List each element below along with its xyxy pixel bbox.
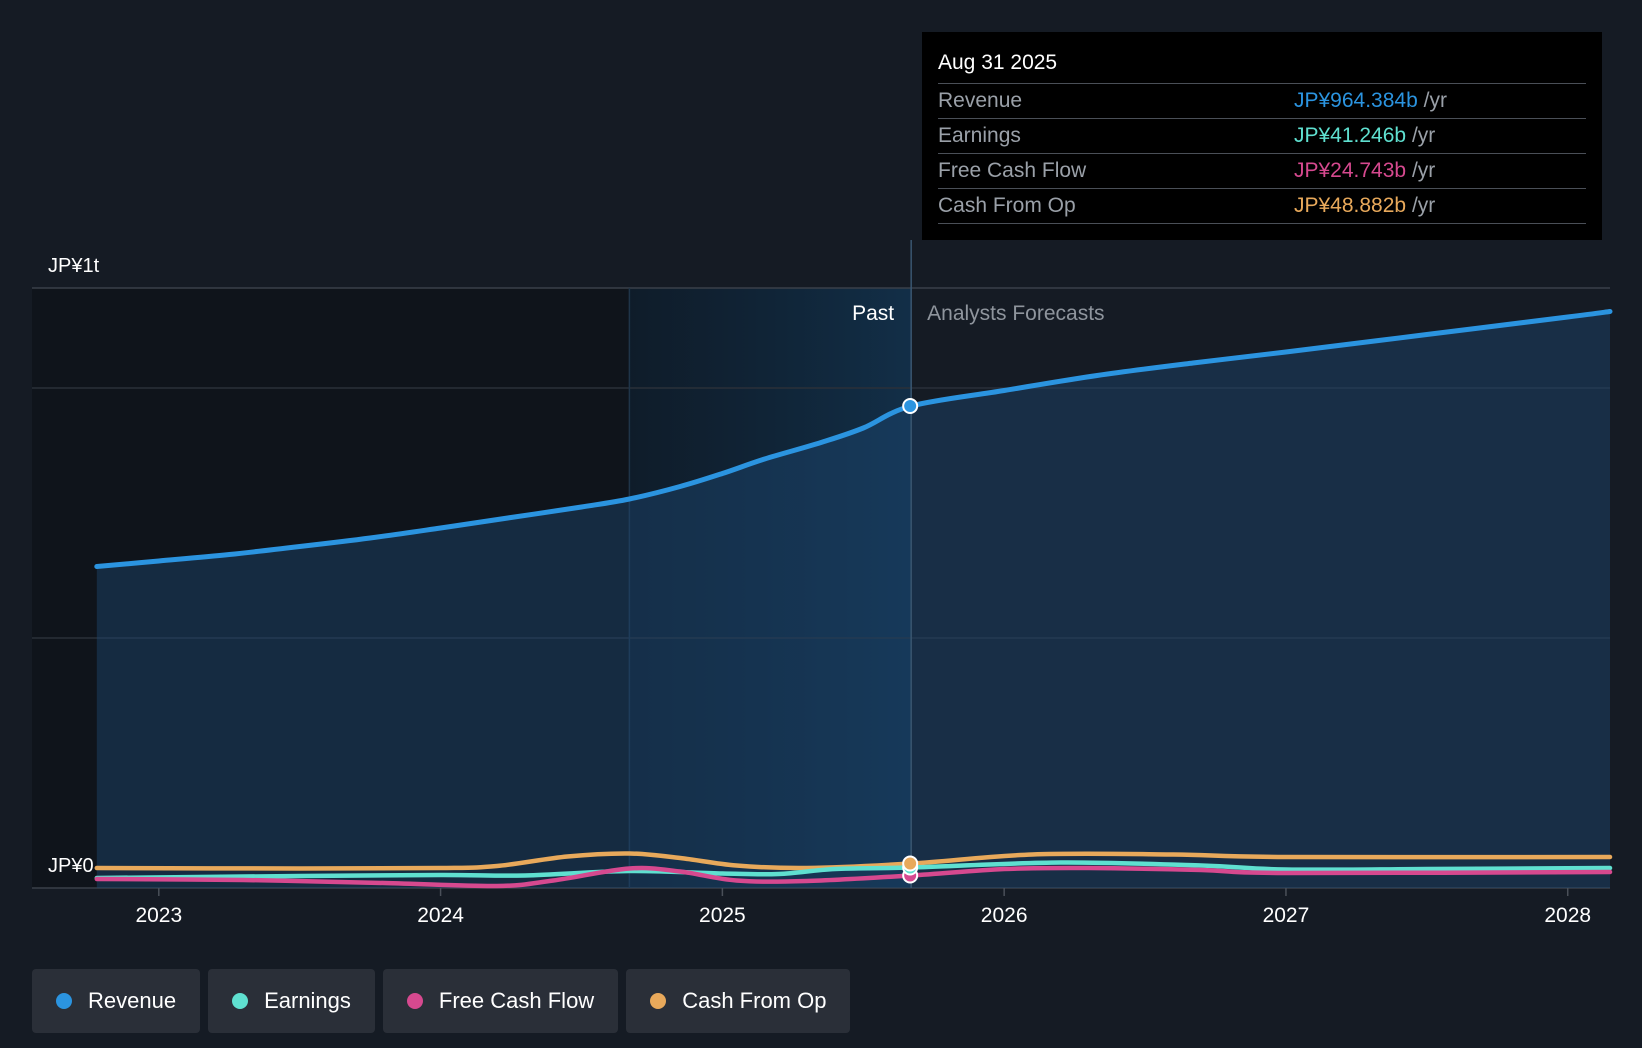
- legend: Revenue Earnings Free Cash Flow Cash Fro…: [32, 969, 851, 1033]
- tooltip-label: Free Cash Flow: [938, 159, 1087, 182]
- tooltip-value-number: JP¥48.882b: [1294, 194, 1407, 217]
- tooltip-row-revenue: Revenue JP¥964.384b /yr: [938, 84, 1586, 119]
- tooltip-value-number: JP¥24.743b: [1294, 159, 1407, 182]
- x-axis-ticks: 2023 2024 2025 2026 2027 2028: [135, 888, 1591, 927]
- marker-cash-from-op: [902, 855, 919, 872]
- tooltip-value-number: JP¥964.384b: [1294, 89, 1418, 112]
- tooltip-row-cash-from-op: Cash From Op JP¥48.882b /yr: [938, 189, 1586, 224]
- legend-item-earnings[interactable]: Earnings: [208, 969, 375, 1033]
- legend-dot-icon: [406, 993, 423, 1009]
- marker-revenue: [902, 398, 919, 414]
- tooltip-label: Cash From Op: [938, 194, 1076, 217]
- tooltip-unit: /yr: [1411, 194, 1436, 217]
- tooltip-value-number: JP¥41.246b: [1294, 124, 1407, 147]
- tooltip-value: JP¥964.384b /yr: [1294, 84, 1447, 118]
- hover-markers: [902, 398, 919, 884]
- legend-label: Free Cash Flow: [438, 988, 595, 1013]
- y-axis-bottom-label: JP¥0: [48, 855, 94, 877]
- forecast-label: Analysts Forecasts: [927, 302, 1104, 325]
- legend-label: Revenue: [88, 988, 177, 1013]
- x-tick-label: 2026: [981, 904, 1028, 927]
- series-lines: [94, 309, 1613, 889]
- past-label: Past: [852, 302, 894, 325]
- tooltip-row-earnings: Earnings JP¥41.246b /yr: [938, 119, 1586, 154]
- x-tick-label: 2024: [417, 904, 464, 927]
- x-tick-label: 2023: [135, 904, 182, 927]
- tooltip-row-free-cash-flow: Free Cash Flow JP¥24.743b /yr: [938, 154, 1586, 189]
- legend-item-free-cash-flow[interactable]: Free Cash Flow: [382, 969, 619, 1033]
- revenue-area: [96, 311, 1610, 888]
- tooltip-unit: /yr: [1411, 159, 1436, 182]
- tooltip-unit: /yr: [1423, 89, 1447, 112]
- x-tick-label: 2027: [1263, 904, 1310, 927]
- tooltip-value: JP¥48.882b /yr: [1294, 189, 1435, 223]
- legend-label: Cash From Op: [682, 988, 827, 1013]
- series-line-free-cash-flow: [94, 865, 1613, 889]
- tooltip-value: JP¥41.246b /yr: [1294, 119, 1435, 153]
- gridlines: [32, 287, 1610, 889]
- tooltip-label: Revenue: [938, 89, 1023, 112]
- series-line-earnings: [94, 860, 1613, 881]
- tooltip-unit: /yr: [1411, 124, 1436, 147]
- legend-dot-icon: [650, 993, 667, 1009]
- legend-item-cash-from-op[interactable]: Cash From Op: [626, 969, 851, 1033]
- tooltip-value: JP¥24.743b /yr: [1294, 154, 1435, 188]
- y-axis-top-label: JP¥1t: [48, 255, 100, 277]
- x-tick-label: 2028: [1544, 904, 1591, 927]
- series-line-revenue: [94, 309, 1613, 569]
- legend-dot-icon: [232, 993, 249, 1009]
- tooltip: Aug 31 2025 Revenue JP¥964.384b /yr Earn…: [922, 32, 1602, 240]
- tooltip-label: Earnings: [938, 124, 1021, 147]
- legend-item-revenue[interactable]: Revenue: [32, 969, 201, 1033]
- tooltip-date: Aug 31 2025: [938, 48, 1586, 84]
- legend-label: Earnings: [264, 988, 351, 1013]
- series-line-cash-from-op: [94, 851, 1613, 871]
- legend-dot-icon: [56, 993, 72, 1009]
- x-tick-label: 2025: [699, 904, 746, 927]
